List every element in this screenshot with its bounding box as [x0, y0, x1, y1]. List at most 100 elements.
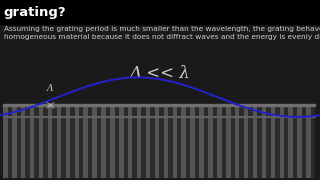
Bar: [155, 117, 159, 178]
Bar: [39, 104, 43, 116]
Bar: [311, 117, 315, 178]
Bar: [115, 104, 119, 116]
Text: Assuming the grating period is much smaller than the wavelength, the grating beh: Assuming the grating period is much smal…: [4, 26, 320, 40]
Bar: [186, 104, 190, 116]
Bar: [70, 104, 75, 116]
Bar: [48, 117, 52, 178]
Bar: [226, 117, 230, 178]
Bar: [230, 117, 235, 178]
Text: Λ << λ: Λ << λ: [130, 65, 190, 82]
Bar: [75, 117, 79, 178]
Bar: [288, 104, 293, 116]
Bar: [12, 104, 17, 116]
Bar: [92, 117, 97, 178]
Bar: [186, 117, 190, 178]
Bar: [297, 104, 302, 116]
Bar: [248, 117, 253, 178]
Bar: [266, 117, 271, 178]
Bar: [88, 117, 92, 178]
Bar: [221, 117, 226, 178]
Bar: [288, 117, 293, 178]
Bar: [52, 117, 57, 178]
Bar: [271, 117, 275, 178]
Bar: [124, 104, 128, 116]
Text: grating?: grating?: [4, 6, 67, 19]
Bar: [137, 117, 141, 178]
Bar: [21, 104, 26, 116]
Bar: [257, 104, 262, 116]
Bar: [26, 117, 30, 178]
Bar: [150, 117, 155, 178]
Bar: [146, 104, 150, 116]
Bar: [262, 104, 266, 116]
Bar: [235, 104, 239, 116]
Bar: [311, 104, 315, 116]
Bar: [84, 104, 88, 116]
Bar: [128, 104, 132, 116]
Bar: [146, 117, 150, 178]
Bar: [172, 104, 177, 116]
Bar: [101, 104, 106, 116]
Bar: [61, 104, 66, 116]
Bar: [119, 117, 124, 178]
Bar: [204, 104, 208, 116]
Bar: [124, 117, 128, 178]
Bar: [195, 117, 199, 178]
Bar: [30, 117, 35, 178]
Bar: [61, 117, 66, 178]
Bar: [257, 117, 262, 178]
Bar: [266, 104, 271, 116]
Bar: [275, 117, 280, 178]
Bar: [8, 104, 12, 116]
Bar: [3, 116, 315, 117]
Bar: [244, 104, 248, 116]
Bar: [79, 117, 84, 178]
Bar: [239, 117, 244, 178]
Bar: [159, 104, 164, 116]
Bar: [57, 104, 61, 116]
Bar: [306, 117, 311, 178]
Bar: [21, 117, 26, 178]
Bar: [57, 117, 61, 178]
Bar: [3, 117, 8, 178]
Bar: [226, 104, 230, 116]
Bar: [35, 117, 39, 178]
Bar: [253, 117, 257, 178]
Bar: [79, 104, 84, 116]
Bar: [66, 104, 70, 116]
Bar: [17, 104, 21, 116]
Bar: [168, 117, 172, 178]
Bar: [52, 104, 57, 116]
Bar: [106, 104, 110, 116]
Bar: [217, 104, 222, 116]
Bar: [275, 104, 280, 116]
Bar: [221, 104, 226, 116]
Bar: [284, 117, 288, 178]
Bar: [43, 117, 48, 178]
Bar: [177, 104, 181, 116]
Bar: [168, 104, 172, 116]
Bar: [48, 104, 52, 116]
Bar: [164, 104, 168, 116]
Bar: [0, 0, 320, 24]
Bar: [271, 104, 275, 116]
Bar: [280, 104, 284, 116]
Bar: [293, 117, 297, 178]
Bar: [35, 104, 39, 116]
Text: Λ: Λ: [47, 84, 54, 93]
Bar: [141, 104, 146, 116]
Bar: [8, 117, 12, 178]
Bar: [195, 104, 199, 116]
Bar: [248, 104, 253, 116]
Bar: [172, 117, 177, 178]
Bar: [213, 117, 217, 178]
Bar: [244, 117, 248, 178]
Bar: [204, 117, 208, 178]
Bar: [181, 104, 186, 116]
Bar: [141, 117, 146, 178]
Bar: [199, 117, 204, 178]
Bar: [297, 117, 302, 178]
Bar: [262, 117, 266, 178]
Bar: [128, 117, 132, 178]
Polygon shape: [315, 115, 319, 178]
